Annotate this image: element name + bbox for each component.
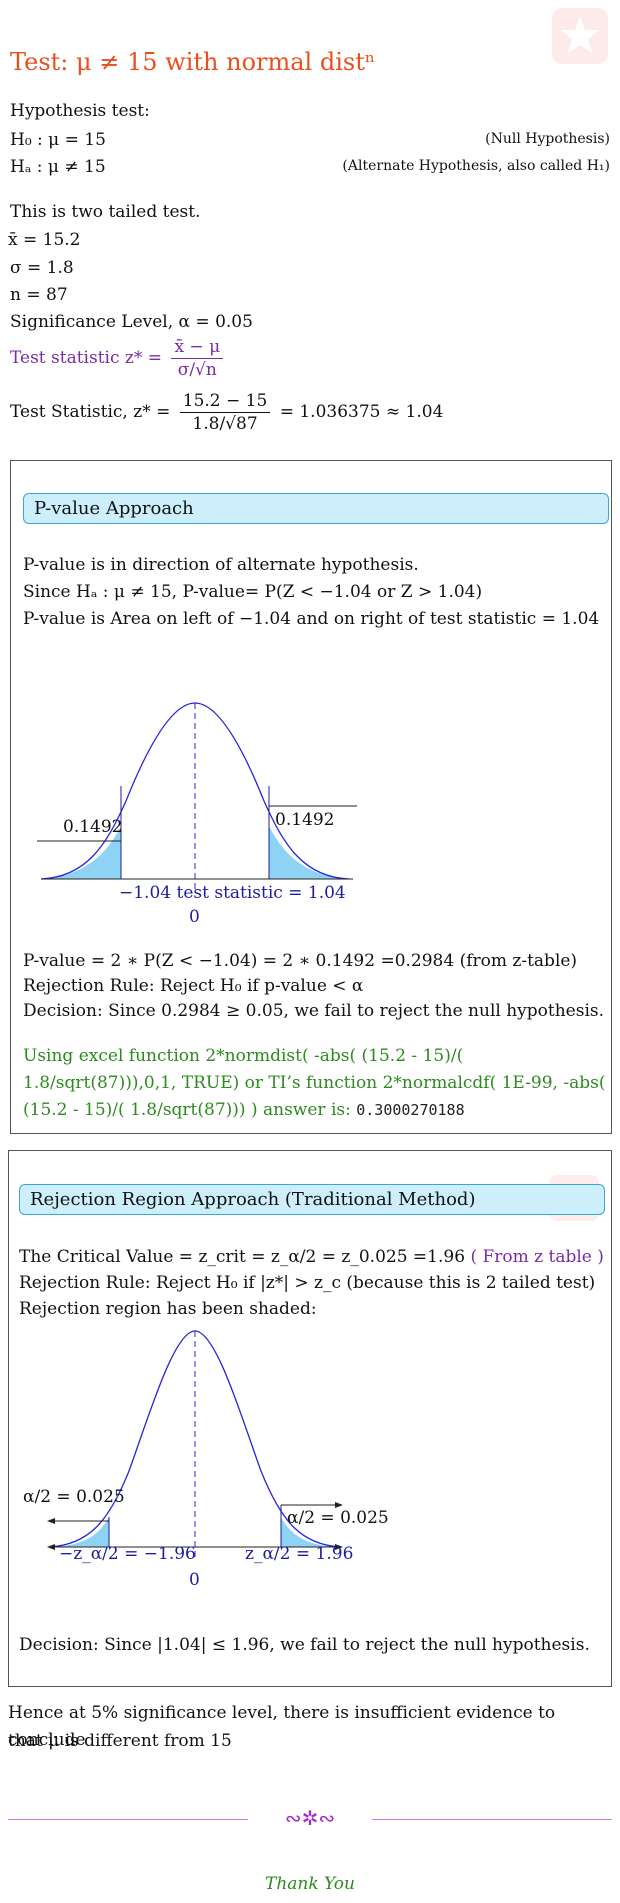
ts-label: Test Statistic, z* = bbox=[10, 402, 171, 422]
page-title: Test: μ ≠ 15 with normal distⁿ bbox=[10, 48, 376, 76]
excel-line1: Using excel function 2*normdist( -abs( (… bbox=[23, 1046, 464, 1066]
sigma-value: σ = 1.8 bbox=[10, 258, 74, 278]
pvalue-rule: Rejection Rule: Reject H₀ if p-value < α bbox=[23, 976, 364, 996]
right-area-label: 0.1492 bbox=[275, 810, 335, 830]
formula-label: Test statistic z* = bbox=[10, 348, 163, 368]
test-statistic-calc: Test Statistic, z* = 15.2 − 15 1.8/√87 = … bbox=[10, 390, 443, 435]
pvalue-calc: P-value = 2 ∗ P(Z < −1.04) = 2 ∗ 0.1492 … bbox=[23, 951, 578, 971]
alternate-hypothesis-note: (Alternate Hypothesis, also called H₁) bbox=[342, 158, 610, 174]
rejection-section: Rejection Region Approach (Traditional M… bbox=[8, 1150, 612, 1687]
null-hypothesis-note: (Null Hypothesis) bbox=[485, 131, 610, 147]
star-icon bbox=[560, 16, 600, 54]
critical-value-ref: ( From z table ) bbox=[470, 1247, 604, 1267]
pvalue-decision: Decision: Since 0.2984 ≥ 0.05, we fail t… bbox=[23, 1001, 605, 1021]
pvalue-curve-layer bbox=[37, 702, 357, 891]
right-alpha-arrow bbox=[335, 1502, 343, 1508]
formula-numerator: x̄ − μ bbox=[171, 336, 224, 359]
conclusion-line2: that μ is different from 15 bbox=[8, 1731, 232, 1751]
critical-value-line: The Critical Value = z_crit = z_α/2 = z_… bbox=[19, 1244, 604, 1271]
critical-value-text: The Critical Value = z_crit = z_α/2 = z_… bbox=[19, 1247, 466, 1267]
rejection-normal-chart bbox=[47, 1330, 343, 1561]
pvalue-line1: P-value is in direction of alternate hyp… bbox=[23, 555, 419, 575]
watermark-logo bbox=[552, 8, 608, 64]
right-tail-fill bbox=[269, 826, 349, 879]
rejection-axis-left-arrow bbox=[47, 1544, 55, 1550]
test-statistic-formula: Test statistic z* = x̄ − μ σ/√n bbox=[10, 336, 227, 381]
conclusion-line1: Hence at 5% significance level, there is… bbox=[8, 1703, 556, 1750]
left-rejection-fill bbox=[49, 1517, 109, 1547]
left-alpha-label: α/2 = 0.025 bbox=[23, 1487, 125, 1507]
alternate-hypothesis: Hₐ : μ ≠ 15 bbox=[10, 157, 106, 177]
footer-rule-right bbox=[372, 1819, 612, 1820]
pvalue-line2: Since Hₐ : μ ≠ 15, P-value= P(Z < −1.04 … bbox=[23, 582, 483, 602]
sample-mean: x̄ = 15.2 bbox=[8, 230, 81, 250]
pvalue-section: P-value Approach P-value is in direction… bbox=[10, 460, 612, 1134]
tail-text: This is two tailed test. bbox=[10, 202, 201, 222]
pvalue-line3: P-value is Area on left of −1.04 and on … bbox=[23, 609, 600, 629]
hypothesis-heading: Hypothesis test: bbox=[10, 101, 150, 121]
normal-curve bbox=[40, 702, 350, 880]
excel-line2: 1.8/sqrt(87))),0,1, TRUE) or TI’s functi… bbox=[23, 1073, 606, 1093]
null-hypothesis: H₀ : μ = 15 bbox=[10, 130, 106, 150]
significance-level: Significance Level, α = 0.05 bbox=[10, 312, 253, 332]
ts-denominator: 1.8/√87 bbox=[192, 414, 258, 434]
axis-label: −1.04 test statistic = 1.04 bbox=[119, 883, 346, 903]
left-area-label: 0.1492 bbox=[63, 817, 123, 837]
ts-value: = 1.036375 ≈ 1.04 bbox=[279, 402, 444, 422]
rejection-shaded-text: Rejection region has been shaded: bbox=[19, 1299, 317, 1319]
thank-you: Thank You bbox=[264, 1874, 355, 1894]
rejection-zero-label: 0 bbox=[189, 1570, 200, 1590]
rejection-axis-right-arrow bbox=[335, 1544, 343, 1550]
excel-line3: (15.2 - 15)/( 1.8/sqrt(87))) ) answer is… bbox=[23, 1097, 465, 1124]
rejection-decision: Decision: Since |1.04| ≤ 1.96, we fail t… bbox=[19, 1635, 590, 1655]
excel-line3-text: (15.2 - 15)/( 1.8/sqrt(87))) ) answer is… bbox=[23, 1100, 351, 1120]
sample-size: n = 87 bbox=[10, 285, 68, 305]
zero-label: 0 bbox=[189, 907, 200, 927]
right-rejection-fill bbox=[281, 1517, 341, 1547]
rejection-rule: Rejection Rule: Reject H₀ if |z*| > z_c … bbox=[19, 1273, 596, 1293]
pvalue-header: P-value Approach bbox=[23, 493, 609, 524]
footer-rule-left bbox=[8, 1819, 248, 1820]
right-alpha-label: α/2 = 0.025 bbox=[287, 1508, 389, 1528]
formula-denominator: σ/√n bbox=[177, 360, 217, 380]
left-alpha-arrow bbox=[47, 1518, 55, 1524]
footer-ornament-icon: ∾✲∾ bbox=[284, 1806, 336, 1830]
excel-answer: 0.3000270188 bbox=[356, 1101, 465, 1119]
ts-numerator: 15.2 − 15 bbox=[179, 390, 271, 413]
rejection-header: Rejection Region Approach (Traditional M… bbox=[19, 1184, 605, 1215]
left-tail-fill bbox=[41, 826, 121, 879]
left-z-label: −z_α/2 = −1.96 bbox=[59, 1544, 196, 1564]
right-z-label: z_α/2 = 1.96 bbox=[245, 1544, 354, 1564]
